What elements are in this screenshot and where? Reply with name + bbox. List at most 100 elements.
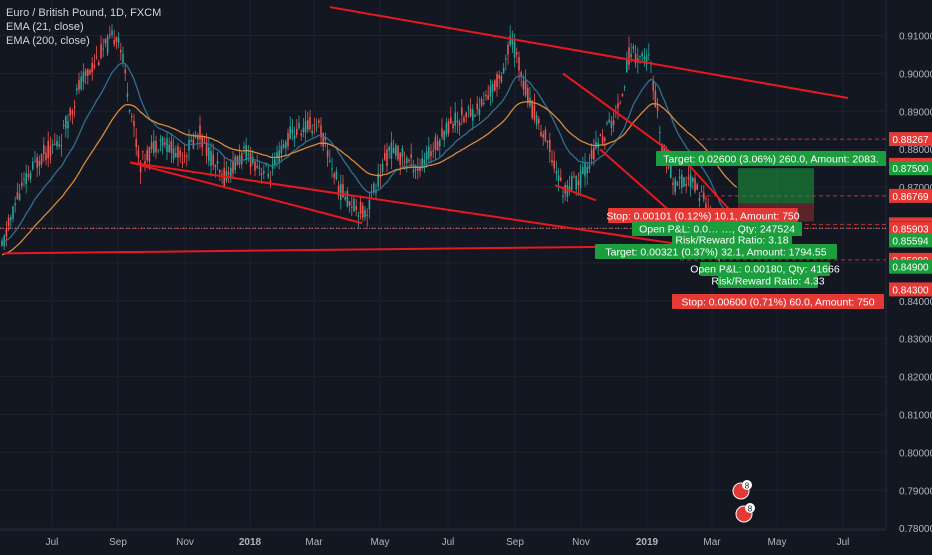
candle-body xyxy=(326,150,329,157)
price-axis-label-text: 0.84900 xyxy=(892,263,929,274)
candle-body xyxy=(678,176,681,179)
candle-body xyxy=(410,154,412,158)
candle-body xyxy=(51,144,54,147)
trend-line xyxy=(554,184,597,202)
x-tick-label: 2018 xyxy=(239,537,262,548)
x-tick-label: Jul xyxy=(837,537,850,548)
candle-body xyxy=(408,159,410,162)
candle-body xyxy=(661,143,663,155)
y-tick-label: 0.89000 xyxy=(899,107,932,118)
candle-body xyxy=(672,182,674,186)
candle-body xyxy=(434,136,437,150)
candle-body xyxy=(243,146,245,149)
long-target-zone xyxy=(738,168,814,204)
candle-body xyxy=(155,140,157,153)
candle-body xyxy=(214,164,217,168)
price-axis-label xyxy=(889,233,932,248)
candle-body xyxy=(348,201,351,206)
candle-body xyxy=(419,167,421,171)
trade-info-text: Stop: 0.00101 (0.12%) 10.1, Amount: 750 xyxy=(606,211,799,223)
candle-body xyxy=(542,134,544,138)
x-tick-label: Jul xyxy=(46,537,59,548)
candle-body xyxy=(432,150,434,152)
candle-body xyxy=(388,146,390,151)
candle-body xyxy=(71,110,74,115)
candle-body xyxy=(122,53,124,63)
candle-body xyxy=(289,126,291,139)
y-tick-label: 0.91000 xyxy=(899,32,932,43)
candle-body xyxy=(276,152,278,158)
candle-body xyxy=(25,173,27,185)
candle-body xyxy=(395,144,397,156)
legend-ema21: EMA (21, close) xyxy=(6,21,84,33)
candle-body xyxy=(183,155,186,157)
candle-body xyxy=(113,39,115,45)
candle-body xyxy=(133,120,135,127)
trade-info-text: Open P&L: 0.00180, Qty: 41666 xyxy=(690,264,840,276)
candle-body xyxy=(575,176,577,190)
candle-body xyxy=(555,171,558,174)
candle-body xyxy=(304,121,307,133)
candle-body xyxy=(201,136,203,148)
candle-body xyxy=(480,98,483,106)
candle-body xyxy=(21,182,23,186)
candle-body xyxy=(124,69,126,74)
candle-body xyxy=(109,34,111,36)
candle-body xyxy=(353,198,355,212)
candle-body xyxy=(483,103,485,105)
candle-body xyxy=(40,154,43,165)
candle-body xyxy=(443,131,445,140)
candle-body xyxy=(549,139,551,153)
y-tick-label: 0.82000 xyxy=(899,373,932,384)
ema-200-line xyxy=(1,101,738,256)
candle-body xyxy=(403,161,406,163)
candle-body xyxy=(175,152,177,158)
candle-body xyxy=(258,167,261,169)
candle-body xyxy=(221,173,223,175)
candle-body xyxy=(137,150,140,158)
candle-body xyxy=(298,122,300,129)
x-tick-label: 2019 xyxy=(636,537,659,548)
trade-info-text: Stop: 0.00600 (0.71%) 60.0, Amount: 750 xyxy=(681,297,874,309)
x-tick-label: May xyxy=(768,537,787,548)
candle-body xyxy=(421,158,423,169)
candle-body xyxy=(654,90,657,108)
x-tick-label: Mar xyxy=(703,537,721,548)
candle-body xyxy=(516,52,518,55)
candle-body xyxy=(428,146,430,159)
candle-body xyxy=(65,116,67,129)
candle-body xyxy=(590,150,593,159)
price-axis-label xyxy=(889,221,932,236)
ema-21-line xyxy=(1,62,737,242)
candle-body xyxy=(599,134,602,137)
candle-body xyxy=(522,80,525,90)
candle-body xyxy=(111,30,113,35)
candle-body xyxy=(241,153,243,165)
candle-body xyxy=(126,93,129,97)
candle-body xyxy=(307,120,309,130)
candle-body xyxy=(696,184,698,190)
candle-body xyxy=(465,112,467,118)
candle-body xyxy=(131,115,133,118)
candle-body xyxy=(102,48,104,50)
candle-body xyxy=(362,205,364,218)
candle-body xyxy=(320,125,322,138)
candle-body xyxy=(135,139,137,148)
candle-body xyxy=(659,131,661,134)
candle-body xyxy=(355,206,357,211)
trade-info-box xyxy=(595,244,837,259)
candle-body xyxy=(423,160,426,165)
candle-body xyxy=(45,152,47,160)
candle-body xyxy=(311,130,313,134)
y-tick-label: 0.81000 xyxy=(899,411,932,422)
candle-body xyxy=(67,121,69,129)
price-axis-label-text: 0.86769 xyxy=(892,192,929,203)
candle-body xyxy=(546,140,549,143)
chart-legend: Euro / British Pound, 1D, FXCM EMA (21, … xyxy=(6,6,161,48)
candle-body xyxy=(692,177,694,183)
event-badge-count-bg xyxy=(742,480,752,490)
candle-body xyxy=(43,144,45,155)
candle-body xyxy=(302,127,305,133)
